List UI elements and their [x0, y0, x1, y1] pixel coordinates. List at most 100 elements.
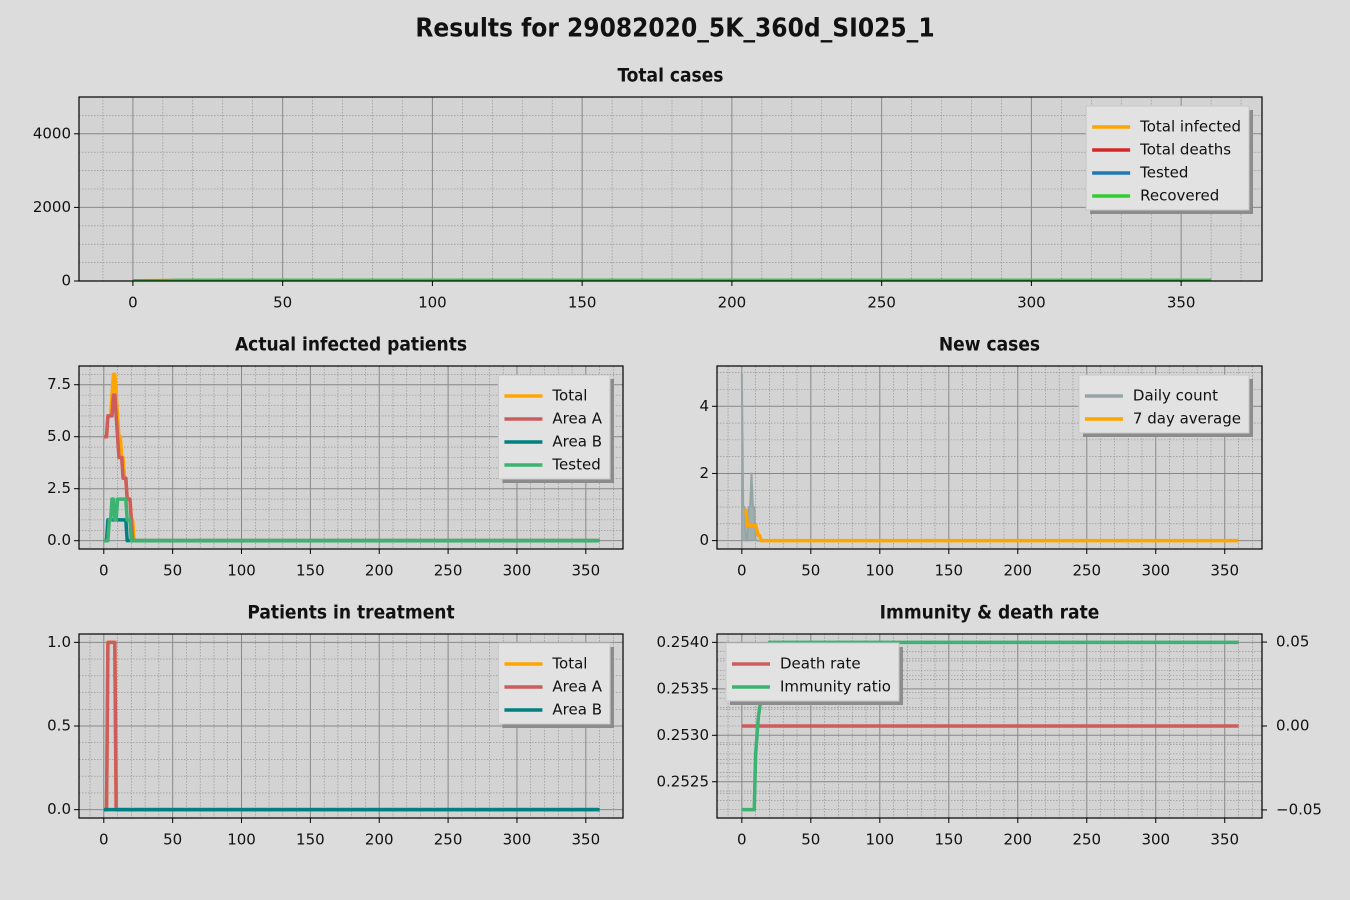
x-tick-label: 250 — [434, 831, 463, 849]
y-tick-label: 2 — [699, 464, 709, 482]
y-tick-label: 0.0 — [47, 800, 71, 818]
y-tick-label: 0 — [699, 531, 709, 549]
chart: Patients in treatment 0 50 100 150 200 250 300 3… — [47, 602, 624, 849]
x-tick-label: 150 — [296, 831, 325, 849]
x-tick-label: 300 — [503, 562, 532, 580]
y-tick-label: 2000 — [33, 198, 71, 216]
x-tick-label: 100 — [227, 562, 256, 580]
legend-box — [497, 374, 611, 480]
x-tick-label: 0 — [128, 294, 138, 312]
x-tick-label: 150 — [934, 562, 963, 580]
x-tick-label: 0 — [99, 831, 109, 849]
x-tick-label: 50 — [163, 831, 182, 849]
x-tick-label: 50 — [273, 294, 292, 312]
legend-label: Total — [551, 655, 587, 673]
y-tick-label: 0 — [61, 272, 71, 290]
x-tick-label: 350 — [1210, 562, 1239, 580]
legend-label: Area A — [552, 410, 602, 428]
legend-label: Total — [551, 387, 587, 405]
legend-label: Total deaths — [1139, 141, 1231, 159]
x-tick-label: 250 — [1072, 562, 1101, 580]
chart: New cases 0 50 100 150 200 250 300 350 0 2 4 Daily c… — [699, 334, 1263, 580]
chart-title: Total cases — [617, 65, 723, 87]
x-tick-label: 350 — [571, 831, 600, 849]
x-tick-label: 0 — [737, 831, 747, 849]
y-tick-label: 1.0 — [47, 633, 71, 651]
x-tick-label: 200 — [1003, 562, 1032, 580]
y-tick-label: 0.0 — [47, 531, 71, 549]
y-tick-label: 0.5 — [47, 717, 71, 735]
y2-tick-label: 0.00 — [1276, 717, 1309, 735]
legend-label: Daily count — [1133, 387, 1218, 405]
legend: Total Area A Area B — [497, 642, 614, 728]
y-tick-label: 4000 — [33, 124, 71, 142]
x-tick-label: 200 — [1003, 831, 1032, 849]
legend-box — [725, 642, 900, 702]
y-tick-label: 0.2525 — [657, 772, 710, 790]
x-tick-label: 150 — [296, 562, 325, 580]
legend-box — [1078, 374, 1250, 434]
y-tick-label: 2.5 — [47, 479, 71, 497]
x-tick-label: 250 — [434, 562, 463, 580]
x-tick-label: 300 — [503, 831, 532, 849]
x-tick-label: 300 — [1017, 294, 1046, 312]
series-line — [744, 508, 1239, 543]
legend-box — [1085, 105, 1250, 211]
legend-label: Tested — [1139, 164, 1188, 182]
legend-label: Area B — [552, 433, 602, 451]
x-tick-label: 50 — [801, 831, 820, 849]
x-tick-label: 50 — [163, 562, 182, 580]
x-tick-label: 200 — [365, 831, 394, 849]
chart-title: Actual infected patients — [235, 334, 467, 356]
y-tick-label: 0.2530 — [657, 726, 710, 744]
x-tick-label: 100 — [418, 294, 447, 312]
x-tick-label: 350 — [571, 562, 600, 580]
legend: Total Area A Area B Tested — [497, 374, 614, 483]
y-tick-label: 4 — [699, 397, 709, 415]
chart-title: Patients in treatment — [247, 602, 454, 624]
y-tick-label: 5.0 — [47, 427, 71, 445]
x-tick-label: 150 — [568, 294, 597, 312]
x-tick-label: 100 — [227, 831, 256, 849]
x-tick-label: 300 — [1141, 562, 1170, 580]
legend-label: Recovered — [1140, 187, 1219, 205]
legend: Total infected Total deaths Tested Recovere… — [1085, 105, 1253, 214]
legend-label: Immunity ratio — [780, 678, 891, 696]
x-tick-label: 250 — [867, 294, 896, 312]
x-tick-label: 350 — [1210, 831, 1239, 849]
axes-frame — [78, 365, 624, 550]
y2-tick-label: 0.05 — [1276, 633, 1309, 651]
legend: Daily count 7 day average — [1078, 374, 1253, 437]
legend: Death rate Immunity ratio — [725, 642, 903, 705]
x-tick-label: 200 — [718, 294, 747, 312]
y2-tick-label: −0.05 — [1276, 800, 1322, 818]
chart-title: Immunity & death rate — [880, 602, 1100, 624]
axes-frame — [716, 633, 1263, 819]
legend-label: Tested — [551, 456, 600, 474]
x-tick-label: 0 — [737, 562, 747, 580]
axes-frame — [78, 633, 624, 819]
x-tick-label: 100 — [865, 831, 894, 849]
x-tick-label: 300 — [1141, 831, 1170, 849]
chart-title: New cases — [939, 334, 1040, 356]
legend-label: 7 day average — [1133, 410, 1241, 428]
legend-label: Death rate — [780, 655, 861, 673]
x-tick-label: 250 — [1072, 831, 1101, 849]
y-tick-label: 7.5 — [47, 375, 71, 393]
y-tick-label: 0.2535 — [657, 679, 710, 697]
series-line — [103, 497, 600, 543]
figure-title: Results for 29082020_5K_360d_SI025_1 — [415, 14, 934, 44]
x-tick-label: 0 — [99, 562, 109, 580]
chart: Actual infected patients 0 50 100 150 200 250 3… — [47, 334, 624, 580]
chart: Total cases 0 50 100 150 200 250 300 350 0 2000 400… — [33, 65, 1263, 312]
x-tick-label: 100 — [865, 562, 894, 580]
x-tick-label: 150 — [934, 831, 963, 849]
legend-label: Area B — [552, 701, 602, 719]
x-tick-label: 50 — [801, 562, 820, 580]
series-line — [103, 393, 600, 543]
x-tick-label: 200 — [365, 562, 394, 580]
x-tick-label: 350 — [1167, 294, 1196, 312]
legend-label: Total infected — [1139, 118, 1241, 136]
legend-label: Area A — [552, 678, 602, 696]
